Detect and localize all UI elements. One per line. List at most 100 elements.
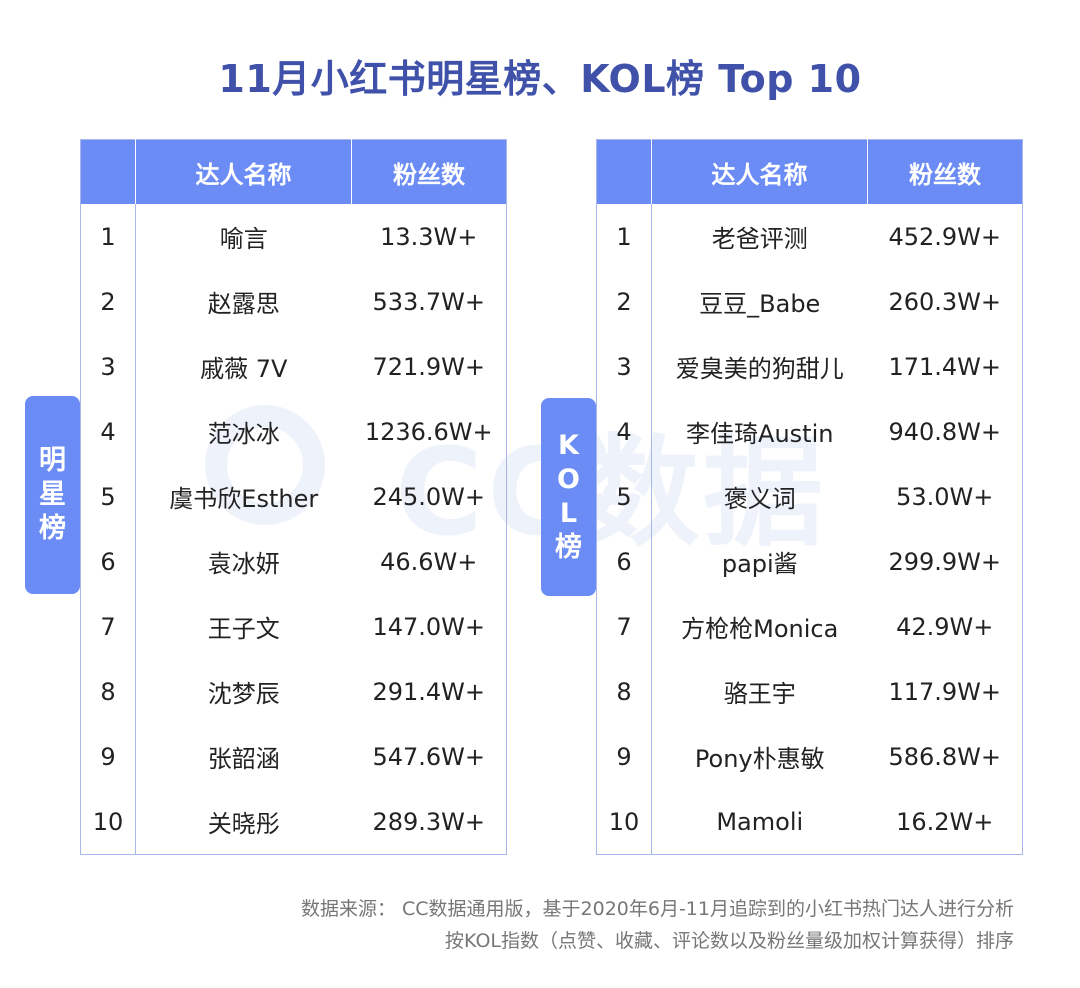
- rank-header: [80, 139, 136, 204]
- rank-cell: 5: [80, 464, 136, 529]
- rank-cell: 1: [80, 204, 136, 269]
- rank-cell: 10: [596, 789, 652, 855]
- rank-cell: 5: [596, 464, 652, 529]
- name-cell: 关晓彤: [207, 810, 280, 838]
- fans-cell: 721.9W+: [372, 352, 486, 381]
- name-cell: 虞书欣Esther: [169, 485, 319, 513]
- kol-board-table: 达人名称 粉丝数 1 老爸评测 452.9W+ 2 豆豆_Babe 260.3W+ 3 爱臭美…: [596, 139, 1023, 855]
- table-row: 5 褒义词 53.0W+: [596, 464, 1023, 529]
- fans-cell: 13.3W+: [380, 222, 478, 251]
- table-row: 7 方枪枪Monica 42.9W+: [596, 594, 1023, 659]
- rank-cell: 2: [596, 269, 652, 334]
- rank-cell: 8: [596, 659, 652, 724]
- fans-cell: 299.9W+: [888, 547, 1002, 576]
- name-cell: papi酱: [721, 550, 798, 578]
- name-cell: 老爸评测: [711, 225, 808, 253]
- rank-cell: 3: [80, 334, 136, 399]
- name-cell: 李佳琦Austin: [686, 420, 834, 448]
- rank-cell: 7: [80, 594, 136, 659]
- fans-cell: 245.0W+: [372, 482, 486, 511]
- name-cell: 张韶涵: [207, 745, 280, 773]
- fans-cell: 42.9W+: [896, 612, 994, 641]
- star-board-tab: 明星榜: [25, 396, 80, 594]
- fans-cell: 291.4W+: [372, 677, 486, 706]
- rank-cell: 9: [596, 724, 652, 789]
- fans-cell: 260.3W+: [888, 287, 1002, 316]
- table-row: 8 骆王宇 117.9W+: [596, 659, 1023, 724]
- star-board-table: 达人名称 粉丝数 1 喻言 13.3W+ 2 赵露思 533.7W+ 3 戚薇 7V 721.9…: [80, 139, 507, 855]
- fans-cell: 940.8W+: [888, 417, 1002, 446]
- name-cell: 赵露思: [207, 290, 280, 318]
- rank-cell: 1: [596, 204, 652, 269]
- rank-cell: 3: [596, 334, 652, 399]
- rank-cell: 7: [596, 594, 652, 659]
- rank-cell: 8: [80, 659, 136, 724]
- name-header: 达人名称: [651, 139, 868, 204]
- rank-cell: 10: [80, 789, 136, 855]
- kol-board-tab-label: KOL榜: [555, 430, 582, 563]
- source-line-1: 数据来源： CC数据通用版，基于2020年6月-11月追踪到的小红书热门达人进行…: [300, 898, 1014, 920]
- name-cell: 豆豆_Babe: [699, 290, 821, 318]
- rank-header: [596, 139, 652, 204]
- table-row: 6 papi酱 299.9W+: [596, 529, 1023, 594]
- rank-cell: 6: [596, 529, 652, 594]
- table-row: 2 赵露思 533.7W+: [80, 269, 507, 334]
- fans-cell: 53.0W+: [896, 482, 994, 511]
- data-source-note: 数据来源： CC数据通用版，基于2020年6月-11月追踪到的小红书热门达人进行…: [301, 893, 1014, 957]
- kol-board-body: 1 老爸评测 452.9W+ 2 豆豆_Babe 260.3W+ 3 爱臭美的狗甜儿 171.4…: [596, 204, 1023, 855]
- fans-header: 粉丝数: [867, 139, 1023, 204]
- name-cell: 褒义词: [723, 485, 796, 513]
- name-cell: 戚薇 7V: [200, 355, 288, 383]
- kol-board-tab: KOL榜: [541, 398, 596, 596]
- table-header-row: 达人名称 粉丝数: [596, 139, 1023, 204]
- page-title: 11月小红书明星榜、KOL榜 Top 10: [218, 57, 862, 101]
- table-row: 3 戚薇 7V 721.9W+: [80, 334, 507, 399]
- fans-cell: 586.8W+: [888, 742, 1002, 771]
- table-row: 6 袁冰妍 46.6W+: [80, 529, 507, 594]
- fans-cell: 452.9W+: [888, 222, 1002, 251]
- rank-cell: 2: [80, 269, 136, 334]
- name-cell: 爱臭美的狗甜儿: [675, 355, 844, 383]
- table-row: 1 喻言 13.3W+: [80, 204, 507, 269]
- fans-cell: 1236.6W+: [364, 417, 493, 446]
- fans-cell: 171.4W+: [888, 352, 1002, 381]
- table-row: 3 爱臭美的狗甜儿 171.4W+: [596, 334, 1023, 399]
- table-row: 9 Pony朴惠敏 586.8W+: [596, 724, 1023, 789]
- fans-cell: 16.2W+: [896, 807, 994, 836]
- table-row: 10 Mamoli 16.2W+: [596, 789, 1023, 855]
- table-row: 10 关晓彤 289.3W+: [80, 789, 507, 855]
- fans-cell: 117.9W+: [888, 677, 1002, 706]
- name-cell: 王子文: [207, 615, 280, 643]
- name-cell: 喻言: [219, 225, 268, 253]
- fans-cell: 289.3W+: [372, 807, 486, 836]
- rank-cell: 9: [80, 724, 136, 789]
- source-line-2: 按KOL指数（点赞、收藏、评论数以及粉丝量级加权计算获得）排序: [445, 930, 1014, 952]
- fans-header: 粉丝数: [351, 139, 507, 204]
- name-cell: 沈梦辰: [207, 680, 280, 708]
- table-row: 7 王子文 147.0W+: [80, 594, 507, 659]
- rank-cell: 6: [80, 529, 136, 594]
- rank-cell: 4: [596, 399, 652, 464]
- name-cell: 方枪枪Monica: [681, 615, 839, 643]
- table-row: 2 豆豆_Babe 260.3W+: [596, 269, 1023, 334]
- star-board-tab-label: 明星榜: [39, 445, 66, 544]
- table-row: 4 范冰冰 1236.6W+: [80, 399, 507, 464]
- table-row: 1 老爸评测 452.9W+: [596, 204, 1023, 269]
- fans-cell: 147.0W+: [372, 612, 486, 641]
- name-cell: 骆王宇: [723, 680, 796, 708]
- table-row: 4 李佳琦Austin 940.8W+: [596, 399, 1023, 464]
- name-cell: Mamoli: [716, 807, 804, 836]
- table-row: 5 虞书欣Esther 245.0W+: [80, 464, 507, 529]
- table-row: 8 沈梦辰 291.4W+: [80, 659, 507, 724]
- name-header: 达人名称: [135, 139, 352, 204]
- rank-cell: 4: [80, 399, 136, 464]
- table-row: 9 张韶涵 547.6W+: [80, 724, 507, 789]
- fans-cell: 46.6W+: [380, 547, 478, 576]
- star-board-body: 1 喻言 13.3W+ 2 赵露思 533.7W+ 3 戚薇 7V 721.9W+ 4 范冰冰 123…: [80, 204, 507, 855]
- name-cell: 范冰冰: [207, 420, 280, 448]
- name-cell: Pony朴惠敏: [694, 745, 825, 773]
- fans-cell: 533.7W+: [372, 287, 486, 316]
- name-cell: 袁冰妍: [207, 550, 280, 578]
- table-header-row: 达人名称 粉丝数: [80, 139, 507, 204]
- fans-cell: 547.6W+: [372, 742, 486, 771]
